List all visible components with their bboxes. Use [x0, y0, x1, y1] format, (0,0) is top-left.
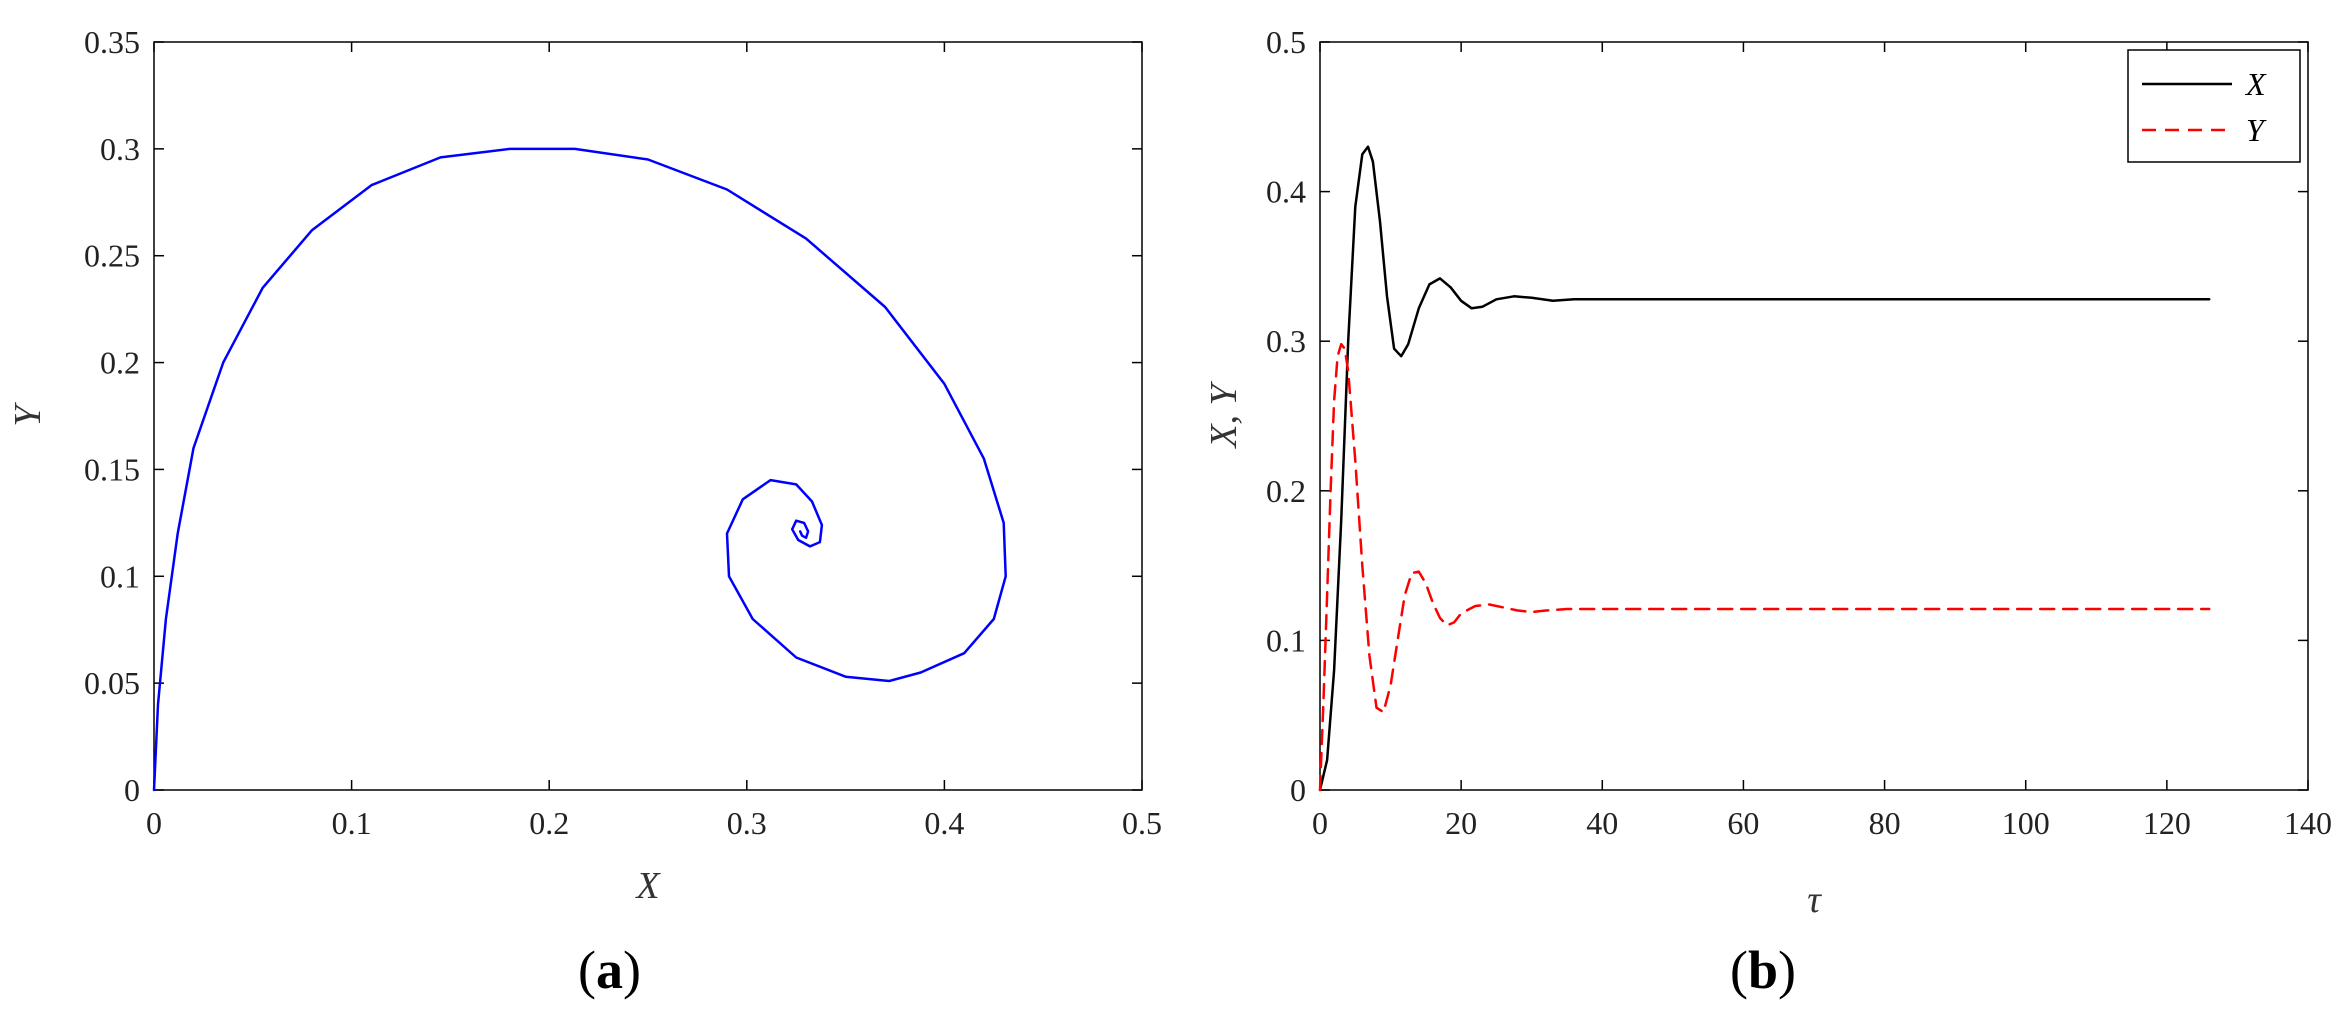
- y-axis-label-b: X, Y: [1203, 380, 1245, 449]
- y-tick-label: 0: [124, 772, 140, 808]
- panel-label-b: (b): [1730, 940, 1796, 1000]
- series-line-y: [1318, 342, 2211, 792]
- y-ticks-a: 0 0.05 0.1 0.15 0.2 0.25 0.3 0.35: [84, 24, 1142, 808]
- y-ticks-b: 0 0.1 0.2 0.3 0.4 0.5: [1266, 24, 2308, 808]
- y-tick-label: 0.05: [84, 665, 140, 701]
- y-tick-label: 0.25: [84, 238, 140, 274]
- plot-frame-b: [1319, 41, 2309, 791]
- x-ticks-a: 0 0.1 0.2 0.3 0.4 0.5: [146, 42, 1162, 841]
- y-tick-label: 0.4: [1266, 174, 1306, 210]
- x-tick-label: 20: [1445, 805, 1477, 841]
- x-tick-label: 100: [2002, 805, 2050, 841]
- x-tick-label: 0: [1312, 805, 1328, 841]
- y-tick-label: 0.3: [1266, 323, 1306, 359]
- panel-b: 0 20 40 60 80 100 120 140 0 0.1 0.2 0.3 0.4 0.5 τ X,…: [1203, 24, 2332, 1000]
- x-tick-label: 0.2: [529, 805, 569, 841]
- y-tick-label: 0.2: [1266, 473, 1306, 509]
- x-axis-label-a: X: [634, 865, 661, 907]
- series-group-b: [1318, 145, 2211, 792]
- x-tick-label: 0.4: [924, 805, 964, 841]
- x-tick-label: 0: [146, 805, 162, 841]
- y-tick-label: 0.1: [1266, 622, 1306, 658]
- x-tick-label: 60: [1727, 805, 1759, 841]
- panel-a: 0 0.1 0.2 0.3 0.4 0.5 00.050.10.150.20.250.30…: [7, 24, 1162, 1000]
- legend-label-x: X: [2244, 66, 2267, 102]
- legend-label-y: Y: [2246, 112, 2267, 148]
- legend: X Y: [2127, 49, 2301, 163]
- x-tick-label: 40: [1586, 805, 1618, 841]
- plot-frame-a: [153, 41, 1143, 791]
- series-group-a: [152, 147, 1007, 792]
- y-tick-label: 0.2: [100, 345, 140, 381]
- legend-box: [2127, 49, 2301, 163]
- y-tick-label: 0.5: [1266, 24, 1306, 60]
- x-ticks-b: 0 20 40 60 80 100 120 140: [1312, 42, 2332, 841]
- x-axis-label-b: τ: [1807, 879, 1822, 921]
- series-line-a-0: [152, 147, 1007, 792]
- y-tick-label: 0: [1290, 772, 1306, 808]
- x-tick-label: 0.3: [727, 805, 767, 841]
- y-axis-label-a: Y: [7, 402, 49, 427]
- y-tick-label: 0.15: [84, 451, 140, 487]
- series-line-x: [1318, 145, 2211, 792]
- x-tick-label: 0.1: [332, 805, 372, 841]
- x-tick-label: 120: [2143, 805, 2191, 841]
- y-tick-label: 0.35: [84, 24, 140, 60]
- x-tick-label: 0.5: [1122, 805, 1162, 841]
- y-tick-label: 0.3: [100, 131, 140, 167]
- y-tick-label: 0.1: [100, 558, 140, 594]
- x-tick-label: 80: [1869, 805, 1901, 841]
- x-tick-label: 140: [2284, 805, 2332, 841]
- panel-label-a: (a): [578, 940, 641, 1000]
